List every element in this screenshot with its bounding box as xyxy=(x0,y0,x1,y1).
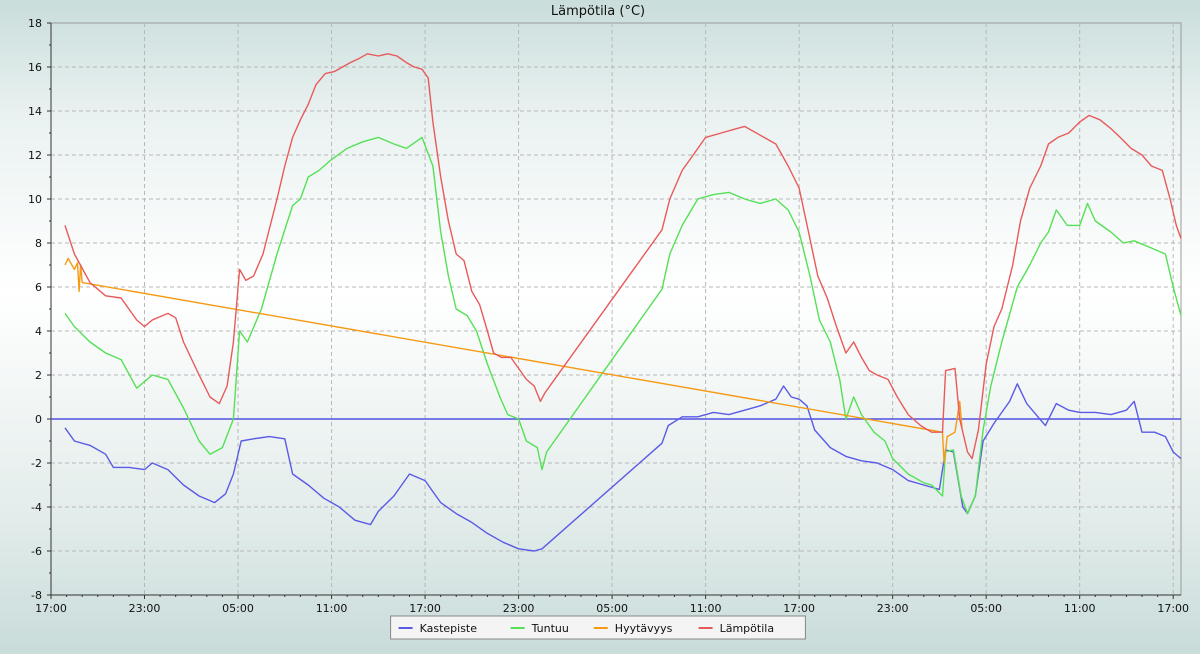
x-tick-label: 23:00 xyxy=(503,602,535,615)
x-tick-label: 05:00 xyxy=(970,602,1002,615)
x-tick-label: 11:00 xyxy=(316,602,348,615)
axes: -8 -6 -4 -2 0 2 4 6 8 10 12 14 16 18 17:00 23:00 05:00 11… xyxy=(28,17,1189,615)
y-tick-label: -2 xyxy=(31,457,42,470)
x-tick-label: 11:00 xyxy=(1064,602,1096,615)
legend-label-3: Hyytävyys xyxy=(615,622,673,635)
series-layer xyxy=(51,53,1182,552)
y-tick-label: 0 xyxy=(35,413,42,426)
series-line-1 xyxy=(64,383,1182,552)
x-tick-label: 05:00 xyxy=(222,602,254,615)
x-tick-label: 23:00 xyxy=(877,602,909,615)
x-tick-label: 17:00 xyxy=(35,602,67,615)
series-line-4 xyxy=(64,53,1182,460)
legend: Kastepiste Tuntuu Hyytävyys Lämpötila xyxy=(390,615,806,640)
x-tick-label: 17:00 xyxy=(409,602,441,615)
y-tick-label: 18 xyxy=(28,17,42,30)
y-tick-label: -6 xyxy=(31,545,42,558)
y-tick-label: 8 xyxy=(35,237,42,250)
y-tick-label: 6 xyxy=(35,281,42,294)
y-tick-label: 16 xyxy=(28,61,42,74)
x-tick-label: 17:00 xyxy=(1157,602,1189,615)
y-tick-label: 12 xyxy=(28,149,42,162)
legend-label-1: Kastepiste xyxy=(420,622,478,635)
x-tick-label: 23:00 xyxy=(129,602,161,615)
legend-label-4: Lämpötila xyxy=(720,622,774,635)
y-tick-label: 4 xyxy=(35,325,42,338)
y-tick-label: 10 xyxy=(28,193,42,206)
x-tick-label: 05:00 xyxy=(596,602,628,615)
y-tick-label: -4 xyxy=(31,501,42,514)
series-line-3 xyxy=(64,257,963,464)
y-tick-label: 14 xyxy=(28,105,42,118)
y-tick-label: 2 xyxy=(35,369,42,382)
chart-title: Lämpötila (°C) xyxy=(551,4,645,19)
x-tick-label: 11:00 xyxy=(690,602,722,615)
x-tick-label: 17:00 xyxy=(783,602,815,615)
y-tick-label: -8 xyxy=(31,589,42,602)
series-line-2 xyxy=(64,136,1182,515)
legend-label-2: Tuntuu xyxy=(531,622,569,635)
